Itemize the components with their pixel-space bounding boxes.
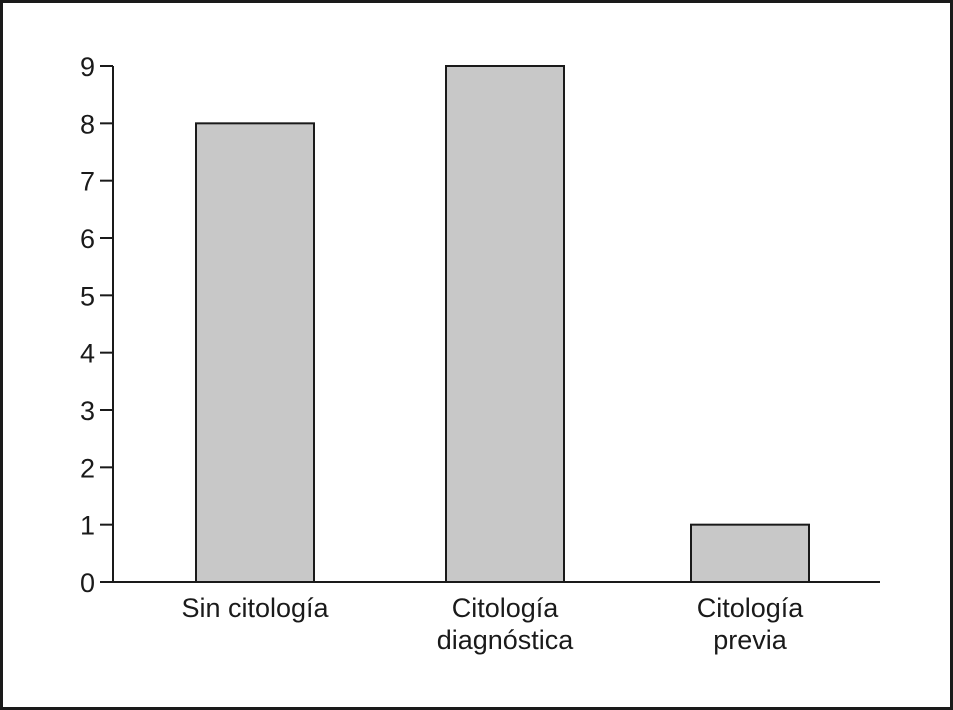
x-category-label-0-0: Sin citología	[181, 593, 329, 623]
y-tick-label-8: 8	[80, 109, 95, 139]
x-category-label-2-1: previa	[713, 625, 788, 655]
bar-0	[195, 122, 315, 583]
bars-layer	[195, 65, 810, 584]
y-tick-label-1: 1	[80, 511, 95, 541]
y-tick-label-3: 3	[80, 396, 95, 426]
axes-layer	[100, 65, 880, 583]
y-tick-label-0: 0	[80, 568, 95, 598]
bar-2	[690, 523, 810, 584]
x-category-label-1-1: diagnóstica	[437, 625, 575, 655]
bar-1	[445, 65, 565, 583]
x-category-label-1-0: Citología	[452, 593, 560, 623]
y-tick-label-9: 9	[80, 52, 95, 82]
y-tick-label-2: 2	[80, 453, 95, 483]
y-tick-label-4: 4	[80, 339, 95, 369]
y-tick-label-6: 6	[80, 224, 95, 254]
x-category-label-2-0: Citología	[697, 593, 805, 623]
y-tick-label-5: 5	[80, 281, 95, 311]
y-tick-label-7: 7	[80, 167, 95, 197]
